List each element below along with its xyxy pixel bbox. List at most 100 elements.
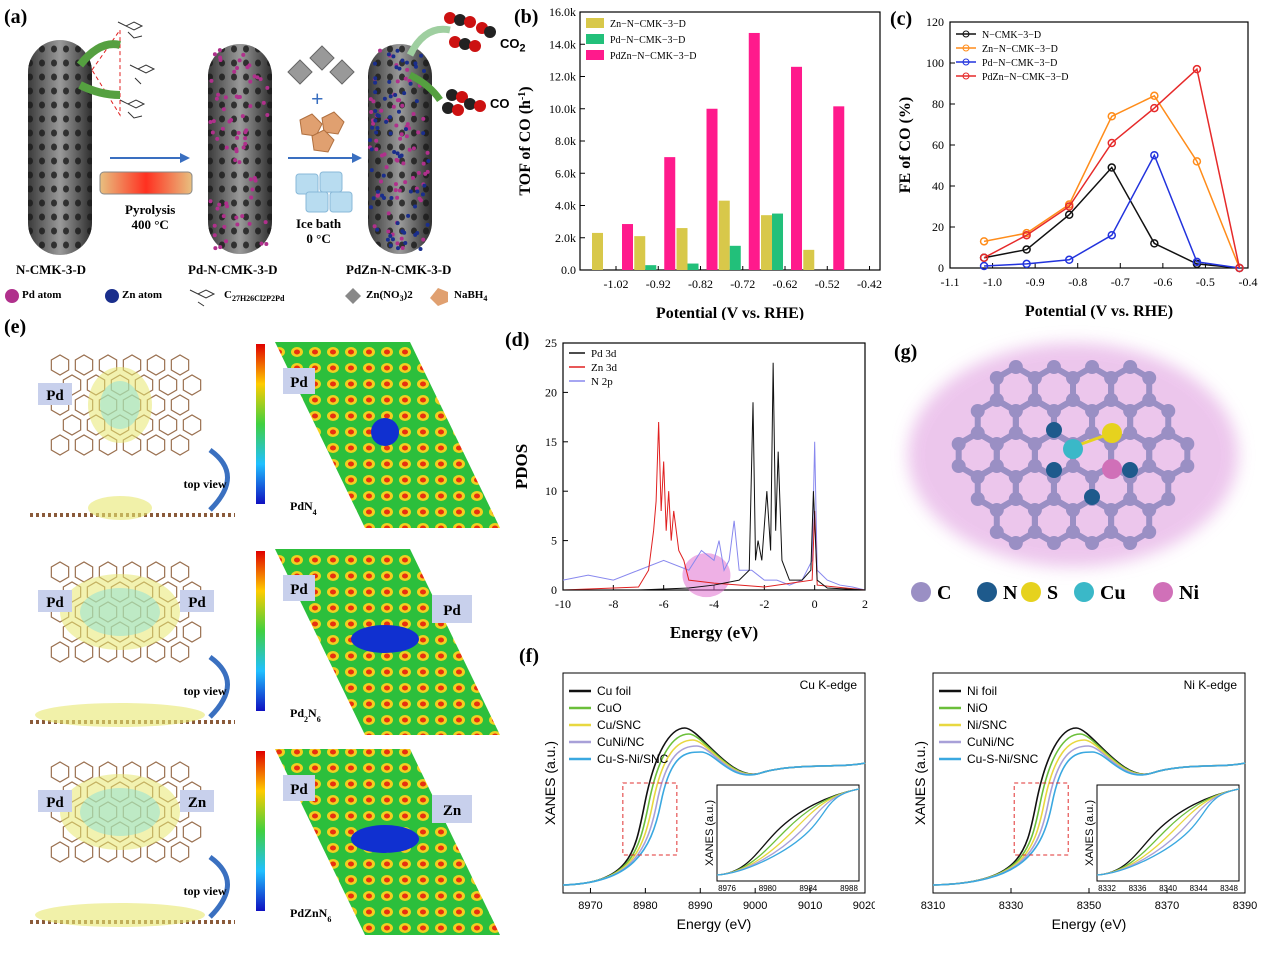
legend-label: NiO	[967, 701, 988, 715]
zn-nitrate-sub: 3	[399, 294, 404, 304]
zn-site-dot	[402, 91, 407, 96]
carbon-atom	[1066, 371, 1080, 385]
pd-site-dot	[401, 161, 406, 166]
x-tick-label: -1.1	[941, 275, 960, 289]
legend-element-label: Cu	[1100, 582, 1126, 604]
inset-x-tick-label: 8980	[759, 884, 777, 893]
bar	[803, 249, 815, 270]
x-tick-label: -0.92	[646, 277, 671, 291]
y-axis-title: TOF of CO (h-1)	[517, 86, 535, 195]
depletion-center	[351, 625, 419, 653]
x-tick-label: -0.4	[1239, 275, 1258, 289]
data-point	[1192, 157, 1202, 166]
zn-site-dot	[388, 115, 393, 120]
y-axis-title-end: )	[517, 86, 534, 91]
legend-label: N−CMK−3−D	[982, 30, 1041, 41]
pd-site-dot	[400, 245, 405, 250]
pd-site-dot	[261, 100, 266, 105]
rod-pd-n-cmk	[208, 44, 272, 254]
hex-ring	[182, 374, 202, 396]
pd-site-dot	[214, 96, 219, 101]
legend-marker	[962, 72, 970, 80]
bar	[791, 66, 803, 270]
charge-cloud	[88, 367, 152, 443]
hex-ring	[74, 561, 94, 583]
lattice-structure	[30, 561, 235, 727]
pd-site-dot	[213, 246, 218, 251]
carbon-atom	[1027, 459, 1042, 473]
series-line	[983, 94, 1241, 269]
series-line	[984, 153, 1240, 269]
legend-label: Zn−N−CMK−3−D	[610, 19, 686, 30]
zn-site-dot	[404, 60, 409, 65]
zn-nitrate-a: Zn(NO	[366, 289, 400, 301]
y-tick-label: 0	[938, 261, 944, 275]
curved-arrow	[208, 854, 230, 919]
pd-site-dot	[263, 220, 268, 225]
zn-site-dot	[414, 99, 419, 104]
zn-site-dot	[408, 189, 413, 194]
map-atom-label: Pd	[290, 582, 308, 598]
pd-site-dot	[234, 215, 239, 220]
x-axis-title: Energy (eV)	[1052, 916, 1127, 932]
bar	[622, 224, 633, 270]
zn-site-dot	[370, 125, 375, 130]
label-box	[38, 383, 72, 405]
legend-pd-atom: Pd atom	[22, 289, 62, 301]
zn-site-dot	[408, 81, 413, 86]
panel-e-label: (e)	[4, 316, 27, 338]
y-tick-label: 0.0	[561, 263, 576, 277]
pd-site-dot	[232, 69, 237, 74]
pd-site-dot	[397, 188, 402, 193]
carbon-atom	[1046, 492, 1061, 506]
hex-ring	[50, 761, 70, 783]
x-tick-label: -10	[555, 597, 571, 611]
map-formula: Pd2N6	[290, 706, 321, 724]
pd-site-dot	[211, 119, 216, 124]
pd-site-dot	[220, 126, 225, 131]
edge-title: Ni K-edge	[1184, 678, 1238, 692]
map-label-box	[283, 775, 315, 801]
bar	[645, 265, 657, 270]
zn-site-dot	[402, 230, 407, 235]
colorbar	[256, 344, 265, 504]
x-tick-label: 9020	[853, 900, 875, 912]
hex-ring	[182, 621, 202, 643]
nickel-atom	[1102, 459, 1122, 479]
x-tick-label: 8330	[999, 900, 1023, 912]
x-tick-label: -0.72	[730, 277, 755, 291]
panel-g: (g) C N S Cu Ni	[888, 325, 1261, 625]
pd-site-dot	[395, 79, 400, 84]
pd-site-dot	[234, 147, 239, 152]
data-point	[1192, 64, 1202, 74]
map-atom-label: Zn	[443, 803, 462, 819]
map-label-box	[432, 795, 472, 823]
hex-ring	[146, 354, 166, 376]
pd-site-dot	[394, 157, 399, 162]
hex-ring	[146, 641, 166, 663]
hex-ring	[74, 354, 94, 376]
zn-site-dot	[395, 48, 400, 53]
carbon-atom	[989, 437, 1004, 451]
xanes-cu-chart: 8970 8980 8990 9000 9010 9020 Cu foil CuO Cu/SNC…	[542, 672, 875, 932]
y-axis-title: PDOS	[512, 444, 531, 489]
pd-site-dot	[241, 52, 246, 57]
pd-site-dot	[265, 85, 270, 90]
legend-swatch	[586, 50, 604, 60]
legend-label: CuO	[597, 701, 622, 715]
atom-label-left: Pd	[46, 388, 64, 404]
hex-ring	[50, 354, 70, 376]
zn-site-dot	[373, 90, 378, 95]
pd-site-dot	[210, 130, 215, 135]
pd-site-dot	[212, 233, 217, 238]
pd-site-dot	[208, 119, 213, 124]
carbon-atom	[1161, 426, 1176, 440]
data-point	[1150, 103, 1159, 113]
inset-x-tick-label: 8336	[1129, 884, 1147, 893]
map-formula: PdZnN6	[290, 906, 331, 924]
y-axis-title: XANES (a.u.)	[542, 741, 558, 825]
ligand-formula: 27H26Cl2P2Pd	[231, 294, 285, 304]
stage3-label: PdZn-N-CMK-3-D	[346, 262, 452, 277]
panel-d-label: (d)	[505, 329, 530, 351]
co2-label: CO	[500, 36, 520, 51]
